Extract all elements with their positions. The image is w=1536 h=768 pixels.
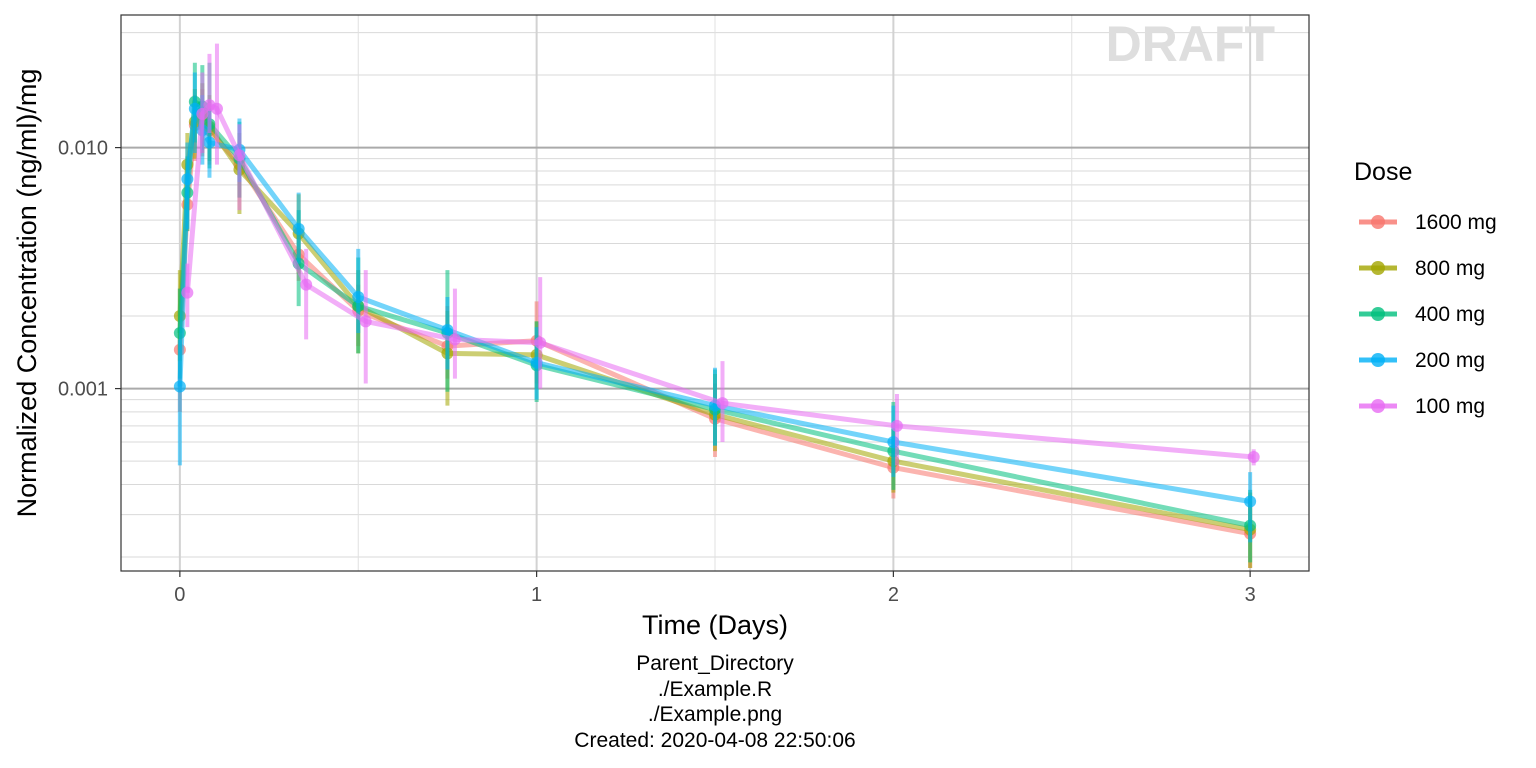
legend-label: 1600 mg <box>1415 211 1497 234</box>
data-point <box>173 380 186 393</box>
data-point <box>1244 495 1257 508</box>
legend-item: 400 mg <box>1359 303 1485 326</box>
data-point <box>448 333 461 346</box>
y-axis-title: Normalized Concentration (ng/ml)/mg <box>12 69 42 518</box>
data-point <box>292 222 305 235</box>
data-point <box>181 286 194 299</box>
legend-point <box>1371 215 1385 229</box>
caption-image-path: ./Example.png <box>647 703 783 726</box>
series-layer <box>173 43 1260 569</box>
legend-point <box>1371 261 1385 275</box>
y-tick-label: 0.001 <box>58 379 108 401</box>
y-axis: 0.001 0.010 <box>58 138 121 401</box>
legend: Dose 1600 mg 800 mg 400 mg 200 mg 100 mg <box>1354 158 1497 418</box>
x-axis: 0 1 2 3 <box>174 571 1256 606</box>
plot-panel-border <box>120 14 1310 572</box>
x-tick-label: 3 <box>1245 584 1256 606</box>
data-point <box>210 102 223 115</box>
data-point <box>716 397 729 410</box>
data-point <box>181 173 194 186</box>
series-100-mg <box>181 43 1260 466</box>
data-point <box>1247 451 1260 464</box>
data-point <box>534 336 547 349</box>
x-tick-label: 0 <box>174 584 185 606</box>
legend-item: 800 mg <box>1359 257 1485 280</box>
data-point <box>233 149 246 162</box>
caption-parent-directory: Parent_Directory <box>636 652 794 675</box>
data-point <box>359 315 372 328</box>
draft-watermark: DRAFT <box>1106 16 1275 72</box>
legend-point <box>1371 399 1385 413</box>
legend-point <box>1371 307 1385 321</box>
caption-script-path: ./Example.R <box>657 678 773 701</box>
legend-label: 100 mg <box>1415 395 1485 418</box>
legend-label: 400 mg <box>1415 303 1485 326</box>
x-tick-label: 1 <box>531 584 542 606</box>
legend-point <box>1371 353 1385 367</box>
caption-created-timestamp: Created: 2020-04-08 22:50:06 <box>574 729 856 752</box>
y-tick-label: 0.010 <box>58 138 108 160</box>
legend-title: Dose <box>1354 158 1412 186</box>
data-point <box>890 419 903 432</box>
legend-item: 200 mg <box>1359 349 1485 372</box>
x-tick-label: 2 <box>888 584 899 606</box>
legend-label: 800 mg <box>1415 257 1485 280</box>
data-point <box>196 107 209 120</box>
data-point <box>441 324 454 337</box>
legend-item: 1600 mg <box>1359 211 1497 234</box>
data-point <box>352 290 365 303</box>
pk-concentration-chart: DRAFT 0 1 2 3 0.001 0.010 Time (Days) Normal… <box>12 14 1497 640</box>
legend-label: 200 mg <box>1415 349 1485 372</box>
x-axis-title: Time (Days) <box>642 610 788 640</box>
legend-item: 100 mg <box>1359 395 1485 418</box>
data-point <box>203 136 216 149</box>
data-point <box>300 278 313 291</box>
